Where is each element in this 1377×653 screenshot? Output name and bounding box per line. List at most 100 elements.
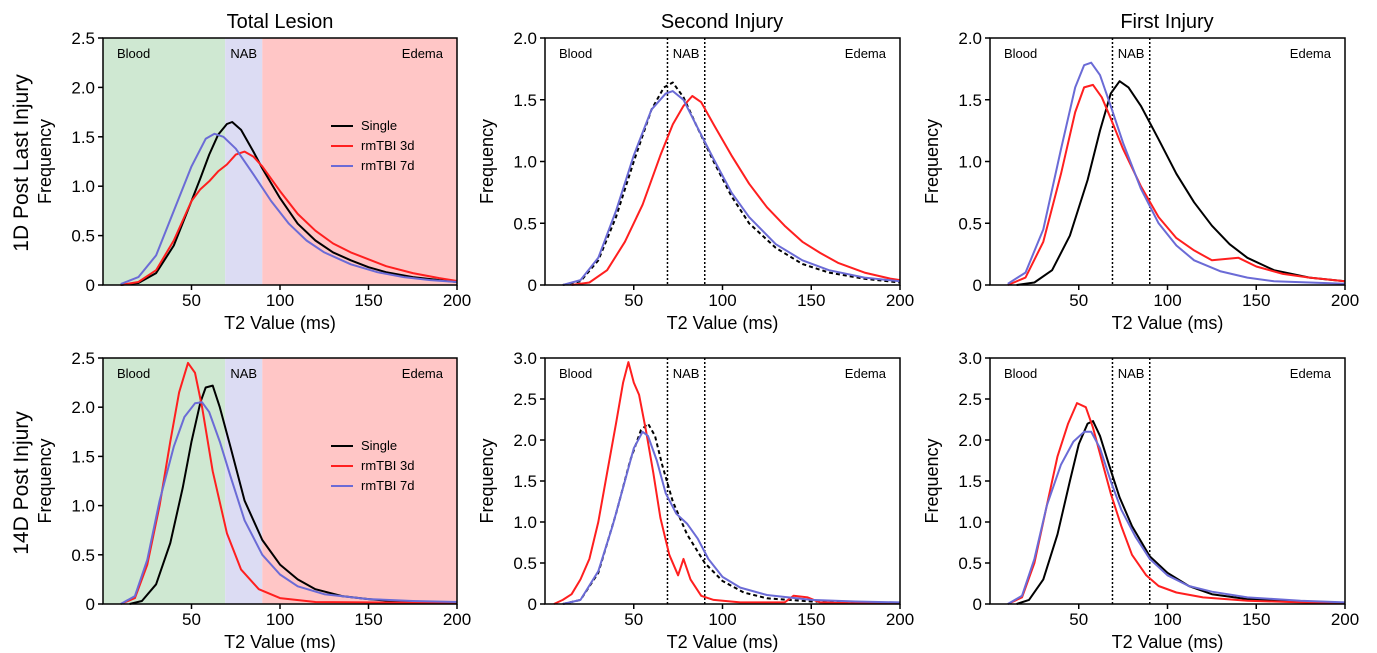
- region-edema-band: [262, 38, 457, 285]
- legend-label: rmTBI 3d: [361, 138, 414, 153]
- panel-1: Blood NAB Edema 50 100 150 200 0 0.5 1.0 1.5 2.0 2.5…: [35, 29, 471, 333]
- y-tick-label: 1.0: [513, 153, 537, 172]
- x-axis-label: T2 Value (ms): [667, 632, 779, 652]
- x-tick-label: 50: [624, 610, 643, 629]
- x-axis-label: T2 Value (ms): [224, 632, 336, 652]
- region-label-edema: Edema: [845, 366, 887, 381]
- y-tick-label: 0.5: [958, 214, 982, 233]
- panel-4: Blood NAB Edema 50 100 150 200 0 0.5 1.0 1.5 2.0 2.5…: [35, 349, 471, 652]
- x-tick-label: 200: [1331, 291, 1359, 310]
- legend-label: rmTBI 3d: [361, 458, 414, 473]
- panel-3: Blood NAB Edema 50 100 150 200 0 0.5 1.0 1.5 2.0 T2 …: [922, 29, 1359, 333]
- x-tick-label: 100: [1153, 610, 1181, 629]
- panel-5: Blood NAB Edema 50 100 150 200 0 0.5 1.0 1.5 2.0 2.5…: [477, 349, 914, 652]
- series-line-rmtbi-3d: [1007, 83, 1346, 286]
- x-tick-label: 50: [1069, 291, 1088, 310]
- x-tick-label: 100: [708, 610, 736, 629]
- region-label-nab: NAB: [673, 46, 700, 61]
- row-label-1d: 1D Post Last Injury: [10, 74, 33, 252]
- series-line-single: [562, 81, 901, 286]
- x-tick-label: 200: [1331, 610, 1359, 629]
- y-tick-label: 3.0: [958, 349, 982, 368]
- region-label-blood: Blood: [117, 46, 150, 61]
- x-tick-label: 150: [797, 291, 825, 310]
- region-label-blood: Blood: [559, 46, 592, 61]
- region-blood-band: [103, 38, 226, 285]
- y-axis-label: Frequency: [477, 119, 497, 204]
- x-axis-label: T2 Value (ms): [1112, 313, 1224, 333]
- y-tick-label: 2.5: [958, 390, 982, 409]
- series-line-rmtbi-3d: [120, 361, 458, 605]
- y-tick-label: 0.5: [71, 546, 95, 565]
- x-tick-label: 100: [708, 291, 736, 310]
- y-axis-label: Frequency: [477, 438, 497, 523]
- region-label-edema: Edema: [1290, 46, 1332, 61]
- y-tick-label: 2.0: [71, 398, 95, 417]
- region-label-edema: Edema: [402, 366, 444, 381]
- x-tick-label: 150: [797, 610, 825, 629]
- y-axis-label: Frequency: [922, 438, 942, 523]
- region-label-blood: Blood: [117, 366, 150, 381]
- y-tick-label: 0: [86, 595, 95, 614]
- y-tick-label: 1.5: [513, 472, 537, 491]
- y-axis-label: Frequency: [35, 119, 55, 204]
- x-tick-label: 50: [182, 291, 201, 310]
- y-tick-label: 1.0: [71, 497, 95, 516]
- plot-frame: [544, 37, 901, 286]
- region-label-blood: Blood: [1004, 46, 1037, 61]
- legend-label: rmTBI 7d: [361, 158, 414, 173]
- y-tick-label: 1.5: [958, 472, 982, 491]
- plot-frame: [989, 357, 1346, 605]
- y-tick-label: 1.5: [513, 91, 537, 110]
- y-tick-label: 0.5: [513, 214, 537, 233]
- region-label-nab: NAB: [1118, 46, 1145, 61]
- y-tick-label: 0: [86, 276, 95, 295]
- series-line-rmtbi-3d: [120, 150, 458, 286]
- y-tick-label: 2.5: [71, 29, 95, 48]
- y-tick-label: 0.5: [513, 554, 537, 573]
- series-line-single: [1016, 80, 1346, 286]
- series-line-rmtbi-7d: [1007, 430, 1346, 605]
- x-axis-label: T2 Value (ms): [1112, 632, 1224, 652]
- region-label-edema: Edema: [845, 46, 887, 61]
- x-tick-label: 100: [266, 610, 294, 629]
- region-nab-band: [225, 358, 263, 604]
- series-line-single: [1016, 420, 1346, 605]
- x-tick-label: 200: [886, 610, 914, 629]
- region-label-nab: NAB: [673, 366, 700, 381]
- x-tick-label: 50: [182, 610, 201, 629]
- column-title-second-injury: Second Injury: [661, 11, 783, 33]
- y-tick-label: 1.5: [958, 91, 982, 110]
- x-tick-label: 150: [354, 291, 382, 310]
- y-tick-label: 0: [528, 595, 537, 614]
- series-line-rmtbi-7d: [562, 430, 901, 605]
- y-tick-label: 0: [973, 276, 982, 295]
- region-label-nab: NAB: [230, 46, 257, 61]
- column-title-first-injury: First Injury: [1120, 11, 1213, 33]
- y-tick-label: 2.0: [958, 29, 982, 48]
- legend-label: rmTBI 7d: [361, 478, 414, 493]
- panel-6: Blood NAB Edema 50 100 150 200 0 0.5 1.0 1.5 2.0 2.5…: [922, 349, 1359, 652]
- region-label-edema: Edema: [1290, 366, 1332, 381]
- y-tick-label: 1.0: [513, 513, 537, 532]
- region-label-blood: Blood: [1004, 366, 1037, 381]
- y-tick-label: 2.0: [958, 431, 982, 450]
- y-tick-label: 3.0: [513, 349, 537, 368]
- series-line-rmtbi-3d: [553, 361, 900, 605]
- x-tick-label: 200: [443, 291, 471, 310]
- plot-frame: [544, 357, 901, 605]
- x-tick-label: 150: [1242, 291, 1270, 310]
- series-line-rmtbi-7d: [120, 132, 458, 285]
- y-tick-label: 1.0: [71, 177, 95, 196]
- series-line-rmtbi-7d: [562, 90, 901, 286]
- x-tick-label: 200: [886, 291, 914, 310]
- y-tick-label: 2.0: [513, 431, 537, 450]
- series-line-rmtbi-3d: [1007, 402, 1346, 605]
- legend-label: Single: [361, 118, 397, 133]
- region-label-blood: Blood: [559, 366, 592, 381]
- x-tick-label: 150: [1242, 610, 1270, 629]
- region-label-nab: NAB: [1118, 366, 1145, 381]
- panels: Blood NAB Edema 50 100 150 200 0 0.5 1.0 1.5 2.0 2.5…: [35, 29, 1359, 652]
- x-tick-label: 100: [1153, 291, 1181, 310]
